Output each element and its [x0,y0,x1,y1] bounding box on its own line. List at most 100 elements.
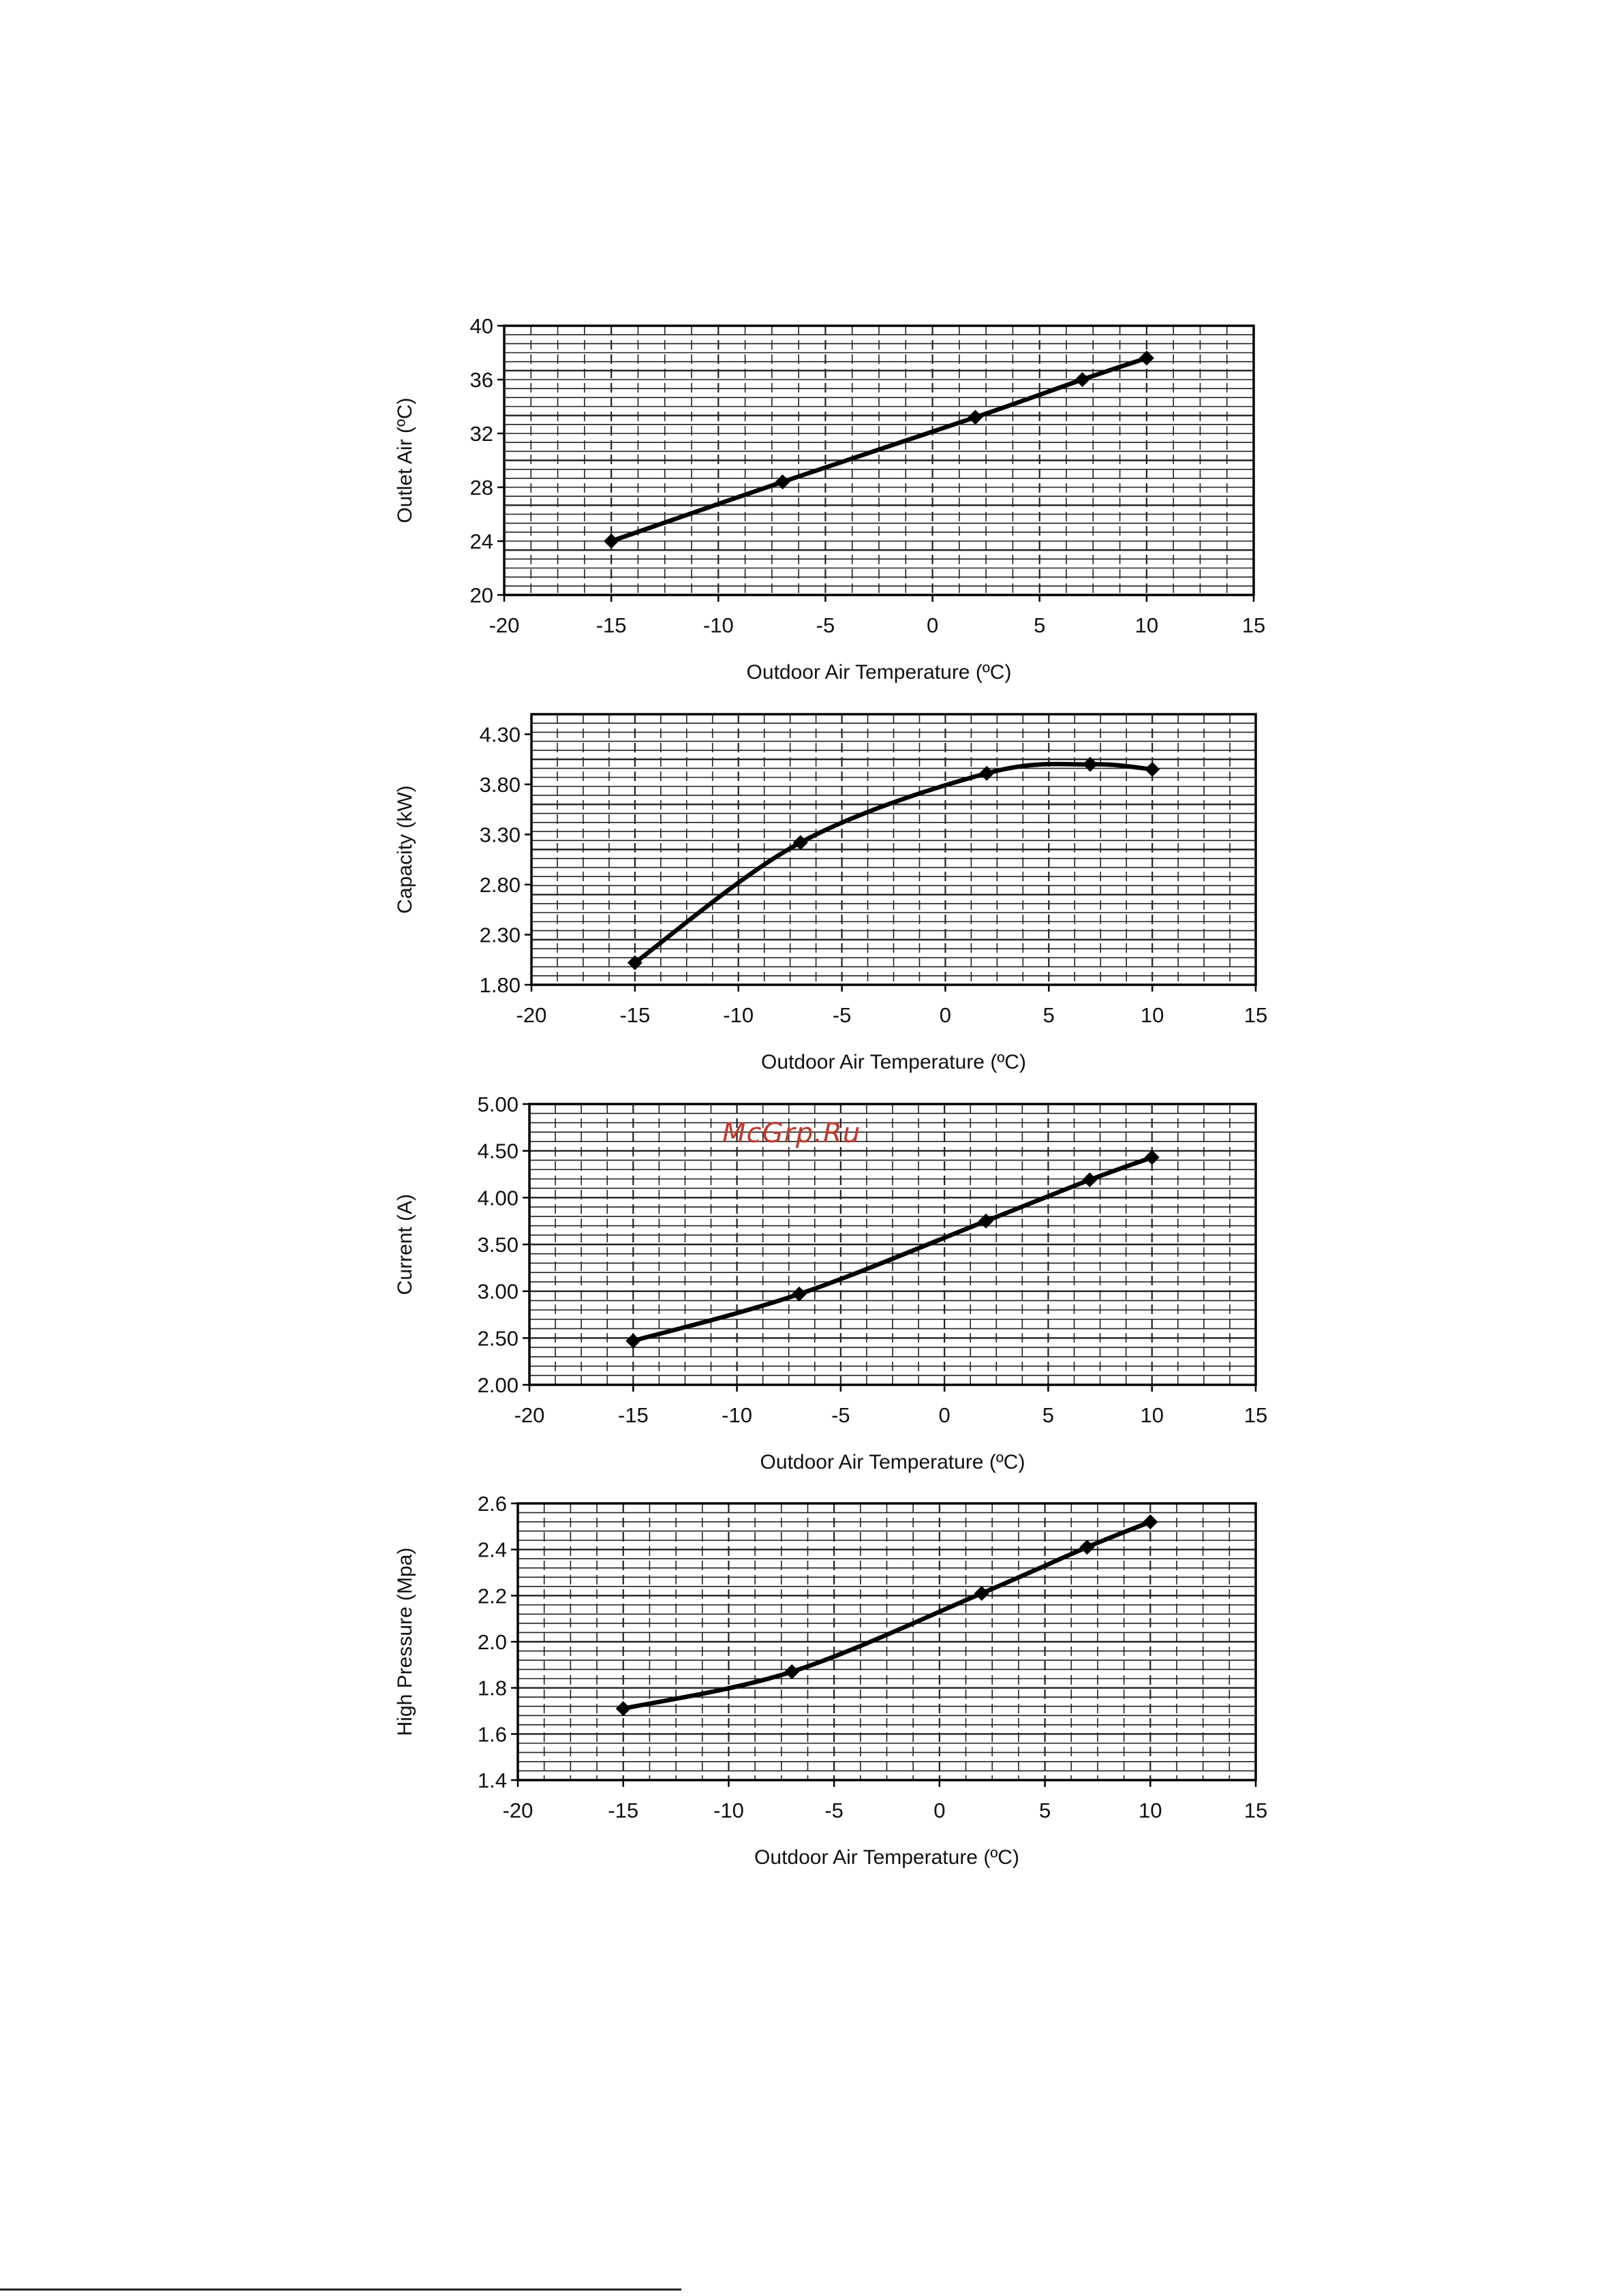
y-tick-label: 2.2 [478,1584,507,1608]
data-point [627,955,643,970]
y-tick-label: 32 [470,422,493,446]
y-tick-label: 4.00 [478,1186,519,1210]
data-point [974,1585,989,1601]
data-point [1143,1514,1158,1530]
y-tick-label: 2.4 [478,1538,507,1562]
data-point [615,1701,631,1717]
x-tick-label: -5 [831,1403,850,1427]
x-axis-title: Outdoor Air Temperature (ºC) [747,661,1012,684]
x-tick-label: -20 [503,1798,534,1822]
y-tick-label: 2.30 [480,923,521,947]
y-tick-label: 3.00 [478,1280,519,1304]
series-line [621,1519,1153,1711]
data-point [1083,756,1098,772]
x-tick-label: -20 [516,1003,547,1027]
data-point [1075,372,1090,387]
x-tick-label: -15 [619,1003,650,1027]
horizontal-grid [529,1112,1256,1377]
y-tick-label: 3.50 [478,1233,519,1257]
watermark: McGrp.Ru [722,1118,861,1149]
capacity-chart: -20 -15 -10 -5 0 5 10 15 1.80 2.30 2.80 3.30 3.80 4.3… [394,713,1267,1073]
vertical-grid [555,1104,1231,1385]
x-axis-title: Outdoor Air Temperature (ºC) [760,1451,1025,1473]
x-tick-label: 10 [1141,1003,1164,1027]
y-tick-label: 4.50 [478,1139,519,1163]
data-point [1145,761,1160,777]
x-tick-label: 0 [933,1798,945,1822]
x-tick-label: 5 [1039,1798,1051,1822]
y-tick-label: 3.80 [480,773,521,797]
y-tick-label: 2.00 [478,1373,519,1397]
y-tick-label: 40 [470,314,493,338]
y-axis-title: Current (A) [394,1194,416,1295]
y-tick-label: 3.30 [480,823,521,846]
page-bottom-rule [0,2289,681,2291]
y-tick-label: 20 [470,583,493,607]
x-tick-label: 15 [1242,613,1265,637]
x-tick-label: -10 [713,1798,744,1822]
x-axis-title: Outdoor Air Temperature (ºC) [754,1846,1019,1869]
x-tick-label: -5 [816,613,835,637]
vertical-grid [530,326,1228,595]
y-tick-label: 1.80 [480,973,521,997]
x-tick-label: 0 [927,613,938,637]
y-tick-label: 28 [470,476,493,500]
x-tick-label: -10 [703,613,734,637]
x-tick-label: 5 [1043,1003,1055,1027]
data-point [978,1213,994,1229]
x-tick-label: 0 [940,1003,951,1027]
x-tick-label: 15 [1244,1403,1267,1427]
data-point [968,410,983,425]
y-tick-label: 1.4 [478,1769,507,1792]
y-tick-label: 1.6 [478,1722,507,1746]
x-tick-label: -20 [514,1403,545,1427]
x-tick-label: 10 [1139,1798,1162,1822]
y-tick-label: 2.0 [478,1630,507,1654]
y-tick-label: 2.80 [480,873,521,897]
x-tick-label: 10 [1135,613,1158,637]
plot-frame [530,713,1257,986]
data-point [625,1333,641,1349]
data-point [792,835,808,851]
data-point [775,474,790,490]
x-tick-label: 0 [939,1403,950,1427]
data-point [604,534,619,549]
high-pressure-chart: -20 -15 -10 -5 0 5 10 15 1.4 1.6 1.8 2.0 2.2 2.4 2.6 Ou… [394,1492,1267,1869]
y-tick-label: 4.30 [480,722,521,746]
x-tick-label: 10 [1140,1403,1163,1427]
data-point [1079,1540,1095,1555]
x-tick-label: -15 [596,613,627,637]
outlet-air-chart: -20 -15 -10 -5 0 5 10 15 20 24 28 32 36 40 Outdoor Air… [394,314,1265,684]
data-point [784,1664,800,1679]
data-point [979,765,995,781]
x-tick-label: -20 [489,613,520,637]
data-point [1144,1150,1160,1165]
y-tick-label: 2.50 [478,1326,519,1350]
data-point [1082,1172,1098,1188]
data-point [1139,350,1154,366]
plot-frame [503,324,1255,596]
y-axis-title: Outlet Air (ºC) [394,397,416,523]
vertical-grid [543,1503,1231,1780]
y-tick-label: 24 [470,530,493,553]
x-tick-label: -15 [608,1798,638,1822]
x-tick-label: 5 [1042,1403,1054,1427]
x-tick-label: -10 [723,1003,754,1027]
x-tick-label: 5 [1034,613,1045,637]
y-tick-label: 5.00 [478,1092,519,1116]
y-tick-label: 2.6 [478,1492,507,1516]
x-tick-label: 15 [1244,1798,1267,1822]
current-chart: -20 -15 -10 -5 0 5 10 15 2.00 2.50 3.00 3.50 4.00 4.5… [394,1092,1267,1473]
y-tick-label: 36 [470,368,493,392]
y-axis-title: High Pressure (Mpa) [394,1548,416,1736]
x-tick-label: -15 [618,1403,649,1427]
x-tick-label: -10 [722,1403,752,1427]
x-tick-label: 15 [1244,1003,1267,1027]
y-axis-title: Capacity (kW) [394,785,416,913]
x-tick-label: -5 [824,1798,844,1822]
data-point [791,1286,807,1302]
y-tick-label: 1.8 [478,1677,507,1700]
x-tick-label: -5 [833,1003,852,1027]
x-axis-title: Outdoor Air Temperature (ºC) [761,1051,1026,1073]
